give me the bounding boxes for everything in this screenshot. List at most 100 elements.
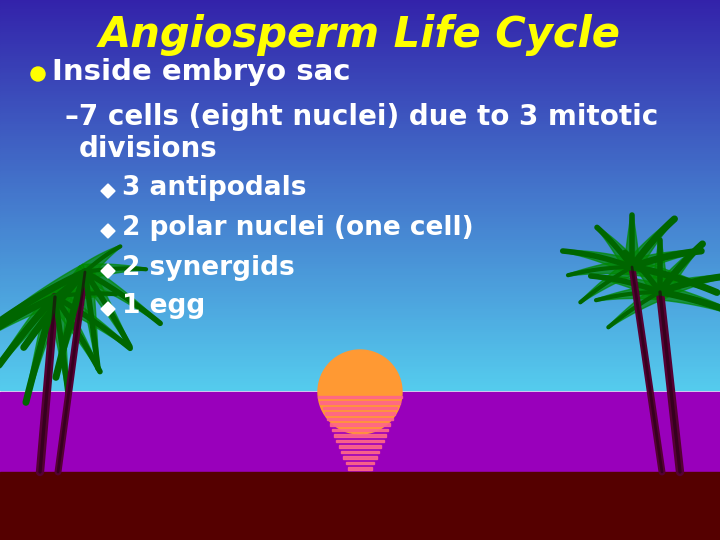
Bar xyxy=(0,346,720,349)
Bar xyxy=(0,68,720,71)
Bar xyxy=(0,89,720,92)
Bar xyxy=(0,238,720,241)
Bar xyxy=(0,301,720,304)
Polygon shape xyxy=(652,240,668,292)
Bar xyxy=(0,348,720,351)
Bar xyxy=(0,97,720,100)
Bar xyxy=(348,467,372,469)
Bar xyxy=(0,172,720,174)
Bar xyxy=(0,372,720,374)
Bar xyxy=(0,363,720,367)
Bar xyxy=(0,369,720,373)
Text: 2 polar nuclei (one cell): 2 polar nuclei (one cell) xyxy=(122,215,474,241)
Bar xyxy=(0,387,720,390)
Bar xyxy=(0,120,720,124)
Bar xyxy=(0,272,720,274)
Polygon shape xyxy=(101,184,115,198)
Bar xyxy=(0,344,720,347)
Bar xyxy=(0,134,720,137)
Bar xyxy=(0,250,720,253)
Bar xyxy=(0,150,720,153)
Bar xyxy=(0,17,720,19)
Polygon shape xyxy=(624,252,667,296)
Bar xyxy=(0,322,720,326)
Bar xyxy=(0,313,720,315)
Bar xyxy=(0,93,720,96)
Bar xyxy=(0,232,720,235)
Bar xyxy=(0,258,720,261)
Bar xyxy=(0,26,720,29)
Polygon shape xyxy=(0,264,87,323)
Bar xyxy=(346,462,374,464)
Bar xyxy=(0,62,720,65)
Bar xyxy=(0,130,720,133)
Bar xyxy=(0,48,720,51)
Bar xyxy=(0,189,720,192)
Bar xyxy=(0,58,720,61)
Bar xyxy=(0,54,720,57)
Bar xyxy=(0,18,720,22)
Bar xyxy=(0,42,720,45)
Bar xyxy=(0,310,720,314)
Bar xyxy=(0,164,720,167)
Bar xyxy=(0,71,720,75)
Bar xyxy=(0,315,720,318)
Bar xyxy=(0,170,720,172)
Bar xyxy=(0,228,720,231)
Bar xyxy=(0,23,720,25)
Bar xyxy=(0,360,720,362)
Bar xyxy=(0,136,720,139)
Bar xyxy=(0,5,720,8)
Bar xyxy=(0,219,720,221)
Bar xyxy=(0,242,720,245)
Circle shape xyxy=(31,67,45,81)
Bar xyxy=(0,30,720,33)
Bar xyxy=(0,40,720,43)
Bar xyxy=(0,107,720,110)
Bar xyxy=(0,334,720,337)
Bar xyxy=(0,124,720,127)
Bar xyxy=(0,183,720,186)
Bar xyxy=(0,87,720,90)
Bar xyxy=(0,132,720,135)
Polygon shape xyxy=(53,289,130,349)
Polygon shape xyxy=(625,218,675,271)
Bar xyxy=(0,160,720,163)
Bar xyxy=(0,34,720,37)
Bar xyxy=(0,283,720,286)
Text: Angiosperm Life Cycle: Angiosperm Life Cycle xyxy=(99,14,621,56)
Bar xyxy=(0,52,720,55)
Text: divisions: divisions xyxy=(79,135,217,163)
Bar xyxy=(0,181,720,184)
Bar xyxy=(0,214,720,218)
Bar xyxy=(0,154,720,157)
Bar xyxy=(0,24,720,28)
Bar xyxy=(0,209,720,212)
Text: 2 synergids: 2 synergids xyxy=(122,255,294,281)
Bar xyxy=(0,123,720,125)
Bar xyxy=(334,434,386,436)
Bar xyxy=(0,319,720,321)
Bar xyxy=(0,338,720,341)
Bar xyxy=(0,354,720,357)
Bar xyxy=(0,352,720,355)
Bar xyxy=(0,254,720,256)
Bar xyxy=(0,366,720,368)
Bar xyxy=(0,266,720,268)
Bar xyxy=(0,9,720,12)
Bar xyxy=(0,279,720,282)
Bar xyxy=(0,350,720,353)
Bar xyxy=(0,32,720,35)
Bar xyxy=(0,179,720,183)
Bar xyxy=(0,44,720,47)
Bar xyxy=(0,199,720,202)
Bar xyxy=(0,252,720,255)
Bar xyxy=(0,262,720,265)
Bar xyxy=(0,113,720,116)
Bar xyxy=(0,64,720,66)
Bar xyxy=(0,373,720,376)
Bar xyxy=(0,205,720,208)
Bar xyxy=(0,82,720,84)
Text: Inside embryo sac: Inside embryo sac xyxy=(52,58,351,86)
Bar xyxy=(0,325,720,327)
